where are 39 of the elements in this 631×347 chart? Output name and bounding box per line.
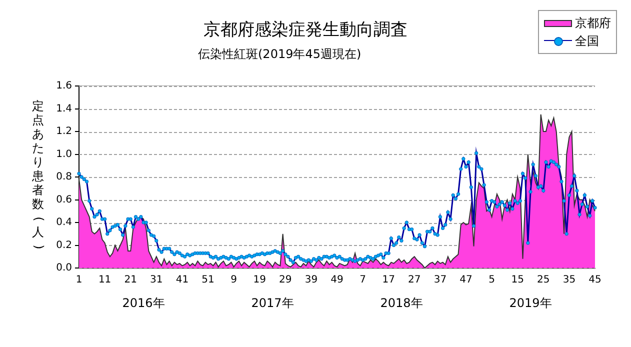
y-tick-label: 0.6 [56, 194, 72, 206]
x-tick-label: 25 [537, 274, 550, 286]
chart-subtitle: 伝染性紅斑(2019年45週現在) [198, 46, 362, 63]
x-tick-label: 35 [562, 274, 576, 286]
text: 2016年 [122, 296, 165, 310]
text: 2019年 [509, 296, 552, 310]
x-tick-label: 9 [230, 274, 237, 286]
y-tick-label: 0.0 [56, 262, 72, 274]
x-tick-label: 41 [176, 274, 189, 286]
x-tick-label: 39 [304, 274, 318, 286]
chart-title: 京都府感染症発生動向調査 [204, 20, 408, 40]
x-tick-label: 27 [408, 274, 421, 286]
y-tick-label: 0.8 [56, 172, 72, 183]
x-tick-label: 15 [511, 274, 524, 286]
y-tick-label: 0.4 [56, 217, 72, 228]
x-tick-label: 17 [382, 274, 395, 286]
x-tick-label: 11 [98, 274, 112, 286]
legend-label: 全国 [575, 32, 599, 50]
y-tick-label: 1.0 [56, 148, 72, 160]
x-tick-label: 5 [488, 274, 495, 286]
x-tick-label: 31 [150, 274, 163, 286]
y-tick-label: 1.6 [56, 80, 72, 92]
x-tick-label: 51 [202, 274, 214, 286]
x-tick-label: 47 [460, 274, 472, 286]
x-tick-label: 29 [279, 274, 292, 286]
y-tick-label: 1.4 [56, 103, 72, 114]
x-tick-label: 49 [330, 274, 344, 286]
x-tick-label: 37 [434, 274, 447, 286]
x-tick-label: 45 [588, 274, 602, 286]
y-tick-label: 1.2 [56, 126, 72, 138]
x-tick-label: 1 [76, 274, 82, 286]
text: 定点あたり患者数(人) [32, 99, 46, 250]
y-tick-label: 0.2 [56, 240, 72, 251]
x-tick-label: 19 [253, 274, 266, 286]
x-tick-label: 7 [360, 274, 366, 286]
x-tick-label: 21 [124, 274, 137, 286]
text: 2017年 [251, 296, 294, 310]
legend-label: 京都府 [575, 14, 611, 32]
text: 2018年 [380, 296, 423, 310]
